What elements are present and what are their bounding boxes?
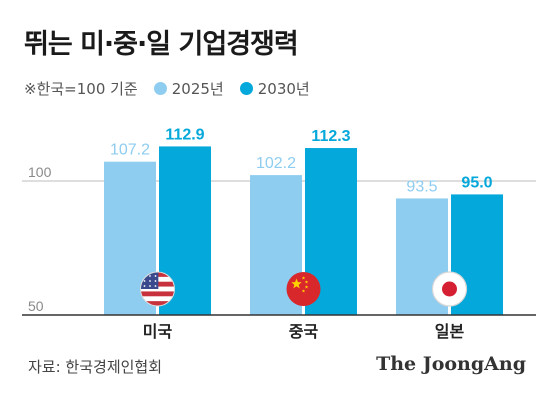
chart-title: 뛰는 미·중·일 기업경쟁력 [24, 29, 299, 60]
legend: ※한국=100 기준 2025년 2030년 [24, 78, 326, 99]
data-label: 107.2 [110, 142, 150, 159]
legend-note: ※한국=100 기준 [24, 80, 138, 98]
data-label: 95.0 [461, 174, 492, 191]
cn-flag-icon [286, 272, 321, 306]
data-label: 112.9 [165, 126, 204, 143]
legend-label-2030: 2030년 [257, 80, 310, 98]
x-tick-label: 미국 [143, 322, 173, 341]
source-note: 자료: 한국경제인협회 [28, 358, 163, 376]
legend-swatch-2030 [239, 82, 253, 95]
x-tick-label: 중국 [289, 322, 319, 341]
legend-item-2030: 2030년 [239, 78, 310, 99]
data-label: 93.5 [406, 178, 437, 195]
jp-flag-icon [431, 271, 468, 307]
us-flag-icon [140, 271, 175, 307]
legend-label-2025: 2025년 [171, 80, 224, 98]
x-tick-label: 일본 [435, 322, 465, 341]
data-label: 112.3 [311, 128, 350, 145]
y-tick-label: 50 [28, 298, 44, 314]
data-label: 102.2 [256, 155, 296, 172]
legend-item-2025: 2025년 [153, 78, 224, 99]
legend-swatch-2025 [153, 82, 167, 95]
brand-logo: The JoongAng [376, 353, 526, 375]
y-tick-label: 100 [28, 164, 52, 180]
